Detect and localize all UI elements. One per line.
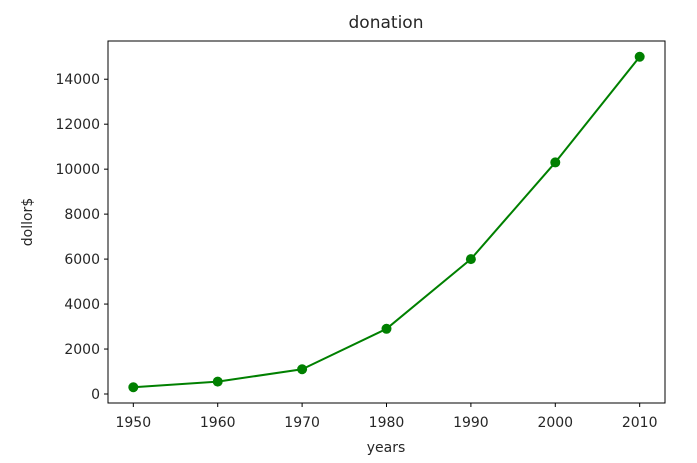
data-point xyxy=(381,323,392,334)
chart-title: donation xyxy=(349,13,424,33)
y-axis: 0 2000 4000 6000 8000 10000 12000 14000 xyxy=(55,72,108,403)
y-tick-label: 12000 xyxy=(55,117,100,133)
y-tick-label: 10000 xyxy=(55,162,100,178)
y-tick-label: 0 xyxy=(91,387,100,403)
y-axis-title: dollor$ xyxy=(20,198,36,246)
data-point xyxy=(465,254,476,265)
x-tick-label: 1950 xyxy=(115,415,151,431)
x-axis-title: years xyxy=(367,440,406,456)
x-axis: 1950 1960 1970 1980 1990 2000 2010 xyxy=(115,403,658,431)
x-tick-label: 1960 xyxy=(200,415,236,431)
x-tick-label: 1990 xyxy=(453,415,489,431)
x-tick-label: 2000 xyxy=(537,415,573,431)
y-tick-label: 2000 xyxy=(64,342,100,358)
x-tick-label: 1970 xyxy=(284,415,320,431)
data-point xyxy=(550,157,561,168)
data-point xyxy=(297,364,308,375)
data-point xyxy=(634,51,645,62)
data-point xyxy=(128,382,139,393)
series-layer xyxy=(128,51,645,393)
y-tick-label: 4000 xyxy=(64,297,100,313)
x-tick-label: 2010 xyxy=(622,415,658,431)
y-tick-label: 8000 xyxy=(64,207,100,223)
y-tick-label: 14000 xyxy=(55,72,100,88)
data-point xyxy=(212,376,223,387)
x-tick-label: 1980 xyxy=(369,415,405,431)
series-line xyxy=(133,56,641,389)
y-tick-label: 6000 xyxy=(64,252,100,268)
plot-area-frame xyxy=(107,40,666,404)
